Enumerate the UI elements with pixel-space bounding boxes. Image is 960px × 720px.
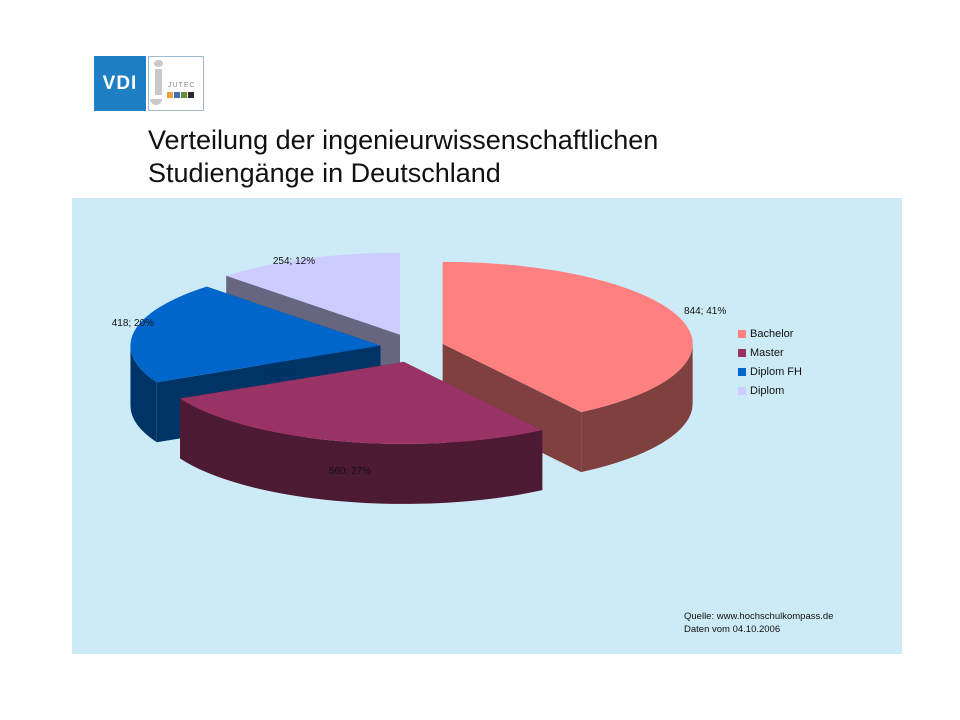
- pie-chart: 844; 41% 560; 27% 418; 20% 254; 12%: [112, 252, 726, 504]
- logo-square-2: [174, 92, 180, 98]
- vdi-jutec-logo: VDI JUTEC: [94, 56, 204, 111]
- legend-label-master: Master: [750, 346, 784, 359]
- pie-slice-bachelor: [442, 261, 693, 413]
- logo-square-3: [181, 92, 187, 98]
- page-title: Verteilung der ingenieurwissenschaftlich…: [148, 124, 848, 190]
- source-note: Quelle: www.hochschulkompass.de Daten vo…: [684, 610, 833, 636]
- pie-side-master-0: [180, 398, 543, 504]
- legend-swatch-diplom-fh: [738, 367, 746, 376]
- slice-label-diplom-fh: 418; 20%: [112, 318, 154, 329]
- legend-swatch-diplom: [738, 386, 746, 395]
- jutec-logo: JUTEC: [148, 56, 204, 111]
- logo-j-hook: [150, 91, 162, 105]
- slice-label-bachelor: 844; 41%: [684, 306, 726, 317]
- legend-label-diplom: Diplom: [750, 384, 785, 397]
- title-line-2: Studiengänge in Deutschland: [148, 158, 501, 188]
- pie-wall-bachelor-1: [442, 343, 582, 473]
- logo-j-stem: [155, 69, 162, 95]
- vdi-logo-text: VDI: [94, 56, 146, 111]
- pie-tops: [130, 252, 693, 444]
- pie-slice-diplom: [226, 252, 401, 335]
- legend-item-master: Master: [738, 343, 802, 362]
- logo-square-4: [188, 92, 194, 98]
- pie-slice-master: [180, 361, 543, 444]
- legend-item-diplom: Diplom: [738, 381, 802, 400]
- pie-side-bachelor-0: [581, 343, 693, 473]
- pie-side-diplom-fh-0: [130, 345, 157, 443]
- pie-slice-diplom-fh: [130, 286, 381, 383]
- chart-panel: 844; 41% 560; 27% 418; 20% 254; 12% Bachelo…: [72, 198, 902, 654]
- slice-label-master: 560; 27%: [329, 466, 371, 477]
- legend-label-diplom-fh: Diplom FH: [750, 365, 802, 378]
- logo-square-1: [167, 92, 173, 98]
- legend-swatch-master: [738, 348, 746, 357]
- legend-item-diplom-fh: Diplom FH: [738, 362, 802, 381]
- title-line-1: Verteilung der ingenieurwissenschaftlich…: [148, 125, 659, 155]
- legend-item-bachelor: Bachelor: [738, 324, 802, 343]
- legend-label-bachelor: Bachelor: [750, 327, 794, 340]
- source-line-2: Daten vom 04.10.2006: [684, 624, 781, 635]
- legend-swatch-bachelor: [738, 329, 746, 338]
- jutec-logo-text: JUTEC: [168, 82, 196, 89]
- chart-legend: Bachelor Master Diplom FH Diplom: [738, 324, 802, 400]
- logo-j-dot: [154, 60, 163, 67]
- source-line-1: Quelle: www.hochschulkompass.de: [684, 611, 834, 622]
- slice-label-diplom: 254; 12%: [273, 256, 315, 267]
